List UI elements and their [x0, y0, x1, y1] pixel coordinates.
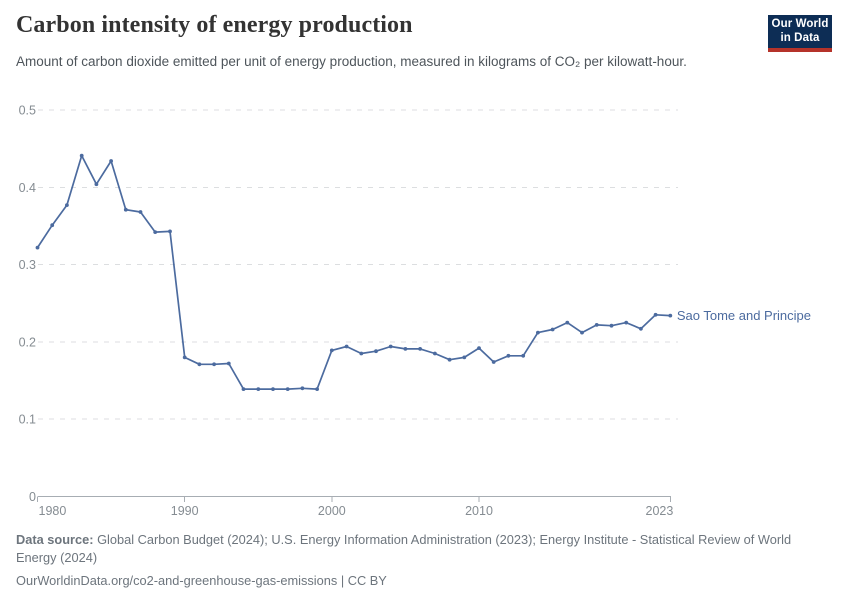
data-point: [197, 362, 202, 367]
data-point: [609, 323, 614, 328]
data-point: [123, 207, 128, 212]
data-point: [329, 348, 334, 353]
data-point: [580, 330, 584, 335]
data-point: [94, 182, 99, 187]
data-point: [506, 353, 511, 358]
data-point: [212, 362, 217, 367]
data-point: [374, 349, 378, 354]
x-tick-label: 2010: [465, 504, 493, 518]
data-point: [639, 326, 643, 331]
y-tick-label: 0.2: [19, 335, 36, 349]
data-point: [344, 344, 349, 349]
data-point: [35, 245, 40, 250]
data-point: [79, 153, 84, 158]
data-point: [109, 159, 113, 163]
footer-url[interactable]: OurWorldinData.org/co2-and-greenhouse-ga…: [16, 572, 387, 588]
data-point: [256, 387, 261, 391]
data-point: [359, 351, 364, 356]
data-point: [477, 346, 481, 350]
data-source-text: Global Carbon Budget (2024); U.S. Energy…: [16, 532, 792, 565]
data-point: [550, 327, 555, 332]
data-point: [138, 210, 143, 214]
owid-logo[interactable]: Our World in Data: [768, 15, 832, 52]
data-point: [403, 347, 408, 351]
data-point: [536, 330, 540, 335]
data-point: [433, 351, 437, 356]
page-subtitle: Amount of carbon dioxide emitted per uni…: [16, 54, 687, 69]
data-point: [182, 355, 187, 360]
data-point: [300, 386, 305, 391]
data-point: [271, 387, 275, 391]
data-point: [168, 229, 172, 234]
data-line: [36, 154, 672, 390]
data-point: [241, 387, 246, 391]
y-tick-label: 0.1: [19, 413, 36, 427]
owid-logo-line2: in Data: [780, 31, 820, 44]
y-tick-label: 0.5: [19, 104, 36, 118]
y-tick-label: 0.3: [19, 258, 36, 272]
data-point: [418, 347, 422, 351]
data-point: [65, 203, 69, 208]
data-point: [653, 312, 658, 317]
x-tick-label: 2000: [318, 504, 346, 518]
data-point: [285, 387, 290, 391]
data-point: [624, 320, 629, 325]
data-point: [153, 230, 158, 235]
data-point: [668, 313, 673, 318]
y-tick-label: 0: [29, 490, 36, 504]
x-tick-label: 2023: [646, 504, 674, 518]
data-point: [565, 320, 570, 325]
x-tick-label: 1980: [39, 504, 67, 518]
data-source-label: Data source:: [16, 532, 94, 547]
data-point: [388, 344, 393, 349]
data-point: [594, 323, 599, 327]
data-point: [315, 387, 319, 391]
series-end-label: Sao Tome and Principe: [677, 308, 811, 323]
data-point: [462, 355, 467, 360]
page-title: Carbon intensity of energy production: [16, 12, 413, 38]
data-source-line: Data source: Global Carbon Budget (2024)…: [16, 531, 806, 567]
data-point: [50, 223, 55, 228]
x-tick-label: 1990: [171, 504, 199, 518]
data-point: [447, 357, 452, 362]
chart-footer: Data source: Global Carbon Budget (2024)…: [16, 531, 806, 590]
data-point: [226, 361, 231, 366]
owid-logo-line1: Our World: [771, 18, 829, 30]
y-tick-label: 0.4: [19, 181, 36, 195]
data-point: [491, 360, 496, 364]
data-point: [521, 353, 526, 358]
